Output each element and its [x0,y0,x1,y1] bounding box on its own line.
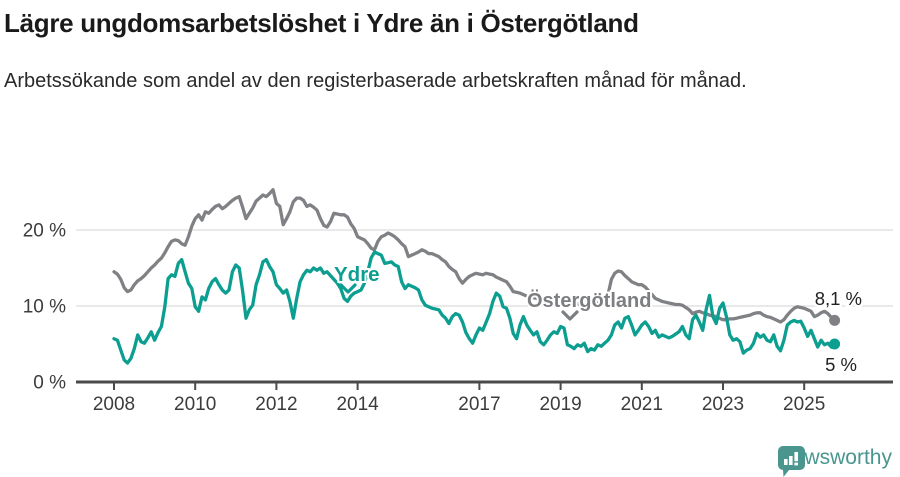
gridlines [76,229,893,307]
x-tick-label: 2010 [174,394,216,415]
ostergotland-series-label: Östergötland [527,289,651,312]
ostergotland-label-arrow-icon [561,310,579,321]
x-axis-ticks [113,382,806,390]
y-axis-labels: 0 % 10 % 20 % [23,221,66,394]
ostergotland-end-value-label: 8,1 % [815,288,862,309]
x-tick-label: 2023 [702,394,744,415]
ydre-line [112,250,837,365]
page-title: Lägre ungdomsarbetslöshet i Ydre än i Ös… [4,8,639,38]
x-axis-labels: 2008 2010 2012 2014 2017 2019 2021 2023 2025 [93,394,825,415]
chart-subtitle: Arbetssökande som andel av den registerb… [4,70,747,92]
x-tick-label: 2021 [621,394,663,415]
x-tick-label: 2014 [336,394,379,415]
y-tick-label: 0 % [33,373,66,394]
x-tick-label: 2012 [255,394,297,415]
ydre-series-label: Ydre [334,263,380,286]
x-tick-label: 2017 [458,394,500,415]
y-tick-label: 20 % [23,221,66,242]
ydre-end-value-label: 5 % [825,354,857,375]
newsworthy-bubble-icon [777,446,805,477]
chart-header: Lägre ungdomsarbetslöshet i Ydre än i Ös… [4,8,884,95]
ydre-label-arrow-icon [339,283,357,294]
ostergotland-line [112,188,837,324]
x-tick-label: 2019 [539,394,581,415]
x-tick-label: 2025 [783,394,825,415]
y-tick-label: 10 % [23,297,66,318]
newsworthy-wordmark: Newsworthy [777,446,892,469]
ostergotland-end-dot [829,314,841,326]
ydre-end-dot [829,338,841,350]
newsworthy-logo[interactable]: Newsworthy [777,446,892,477]
x-tick-label: 2008 [93,394,135,415]
